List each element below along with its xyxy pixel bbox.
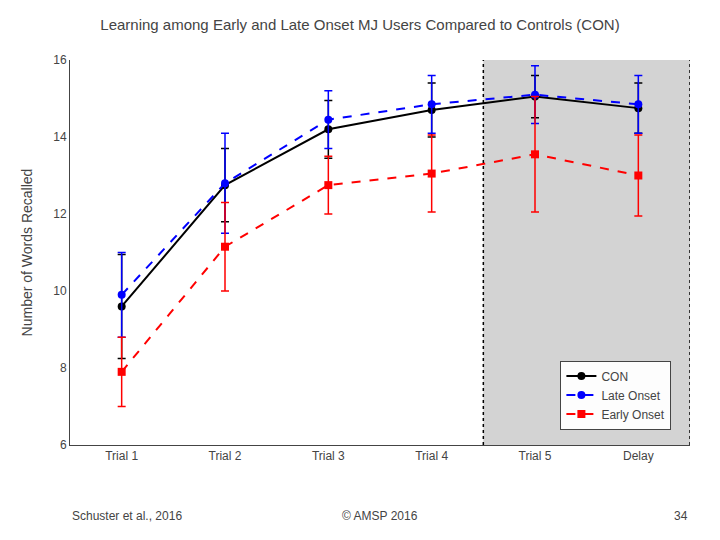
- svg-text:Trial 3: Trial 3: [312, 449, 345, 463]
- svg-text:CON: CON: [601, 370, 628, 384]
- svg-text:8: 8: [60, 361, 67, 375]
- svg-text:Delay: Delay: [623, 449, 654, 463]
- svg-text:Early Onset: Early Onset: [601, 408, 664, 422]
- svg-text:Trial 2: Trial 2: [209, 449, 242, 463]
- svg-text:© AMSP 2016: © AMSP 2016: [342, 509, 418, 523]
- svg-text:Late Onset: Late Onset: [601, 389, 660, 403]
- svg-text:10: 10: [53, 284, 67, 298]
- svg-text:Learning among Early and Late: Learning among Early and Late Onset MJ U…: [100, 16, 619, 33]
- svg-text:Trial 1: Trial 1: [105, 449, 138, 463]
- svg-text:16: 16: [53, 53, 67, 67]
- svg-text:34: 34: [674, 509, 688, 523]
- svg-text:14: 14: [53, 130, 67, 144]
- svg-text:Number of Words Recalled: Number of Words Recalled: [19, 169, 35, 337]
- svg-text:Trial 4: Trial 4: [415, 449, 448, 463]
- svg-text:Trial 5: Trial 5: [519, 449, 552, 463]
- svg-text:Schuster et al., 2016: Schuster et al., 2016: [72, 509, 182, 523]
- svg-text:12: 12: [53, 207, 67, 221]
- svg-text:6: 6: [60, 438, 67, 452]
